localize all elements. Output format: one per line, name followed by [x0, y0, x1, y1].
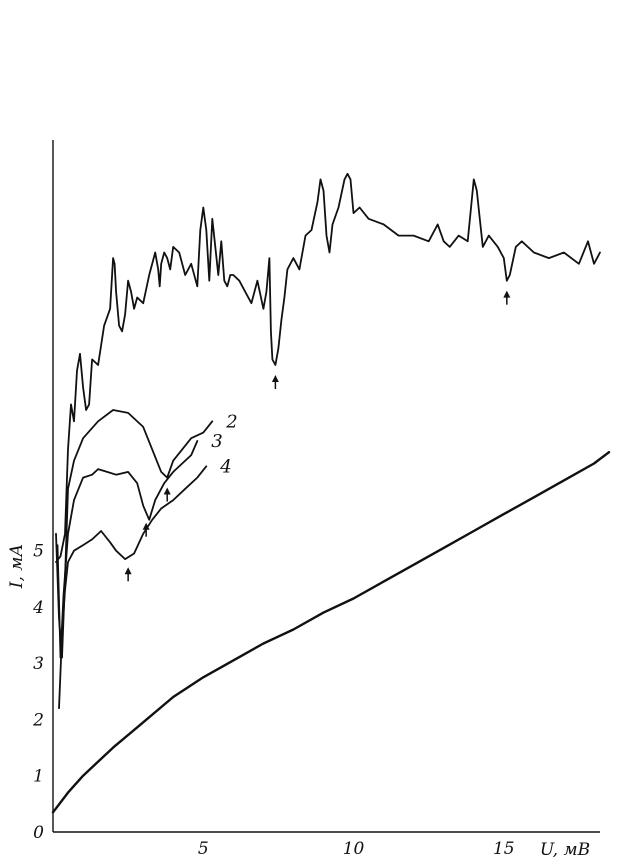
curve-4	[58, 465, 208, 710]
dip-arrow-icon	[163, 487, 171, 502]
x-tick-label: 5	[198, 839, 209, 859]
y-tick-label: 5	[33, 542, 44, 562]
y-axis-title: I, мА	[7, 544, 27, 590]
curve-3	[56, 440, 199, 659]
x-tick-label: 15	[493, 839, 515, 859]
y-tick-label: 2	[32, 710, 44, 730]
dip-markers	[124, 290, 511, 582]
curve-5	[51, 451, 611, 814]
x-tick-label: 10	[343, 839, 365, 859]
y-tick-label: 0	[33, 823, 44, 843]
dip-arrow-icon	[271, 375, 279, 390]
curve-2	[55, 409, 214, 659]
y-tick-label: 1	[33, 767, 44, 787]
curve-label-4: 4	[219, 456, 231, 477]
y-tick-label: 3	[33, 654, 44, 674]
curves	[51, 172, 611, 814]
dip-arrow-icon	[503, 290, 511, 305]
dip-arrow-icon	[142, 522, 150, 537]
curve-label-2: 2	[225, 411, 237, 432]
x-axis-title: U, мВ	[540, 840, 590, 860]
y-tick-label: 4	[32, 598, 44, 618]
curve-1	[55, 172, 601, 563]
y-tick-labels: 0 1 2 3 4 5	[32, 542, 44, 843]
curve-label-3: 3	[211, 431, 222, 452]
curve-labels: 23 4	[211, 411, 237, 477]
dip-arrow-icon	[124, 567, 132, 582]
x-tick-labels: 5 10 15	[198, 839, 515, 859]
